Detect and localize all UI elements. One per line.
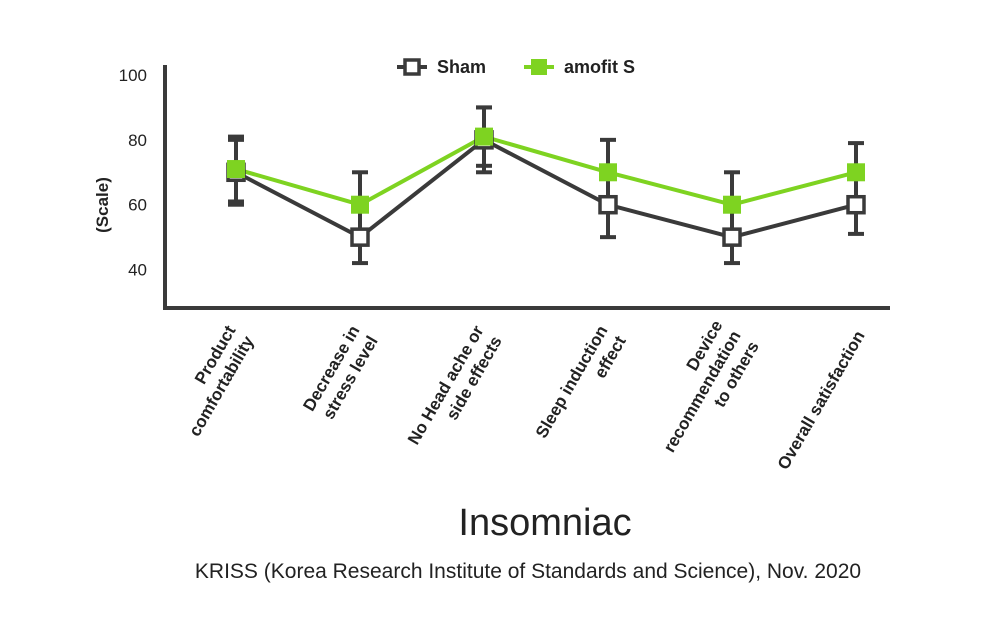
legend-amofit-s-label: amofit S <box>564 57 635 77</box>
amofit-s-point <box>227 160 245 179</box>
amofit-s-point <box>599 163 617 182</box>
legend-sham-marker <box>403 58 421 76</box>
x-tick-label: Overall satisfaction <box>774 328 869 473</box>
legend-sham-label: Sham <box>437 57 486 77</box>
legend-amofit-s-marker <box>531 59 547 75</box>
chart-source: KRISS (Korea Research Institute of Stand… <box>195 560 861 583</box>
x-tick-label: Decrease instress level <box>299 322 381 425</box>
y-tick-label: 40 <box>128 261 147 280</box>
sham-point <box>598 194 618 215</box>
sham-line <box>235 137 857 240</box>
x-tick-label: Productcomfortability <box>167 322 258 440</box>
amofit-s-point <box>475 127 493 146</box>
x-tick-label-line: Sleep induction <box>532 322 612 441</box>
x-tick-label: Sleep inductioneffect <box>532 322 630 452</box>
sham-point <box>846 194 866 215</box>
chart-title: Insomniac <box>458 502 631 544</box>
y-tick-label: 60 <box>128 196 147 215</box>
y-tick-label: 80 <box>128 131 147 150</box>
amofit-s-line <box>235 134 857 207</box>
sham-point <box>722 227 742 247</box>
x-tick-label-line: Overall satisfaction <box>774 328 869 473</box>
y-tick-label: 100 <box>119 66 147 85</box>
sham-point <box>350 227 370 247</box>
amofit-s-point <box>847 163 865 182</box>
x-tick-label: Devicerecommendationto others <box>642 317 763 466</box>
y-axis-label: (Scale) <box>93 177 112 233</box>
amofit-s-point <box>723 195 741 214</box>
amofit-s-point <box>351 195 369 214</box>
x-tick-label: No Head ache orside effects <box>404 322 506 459</box>
